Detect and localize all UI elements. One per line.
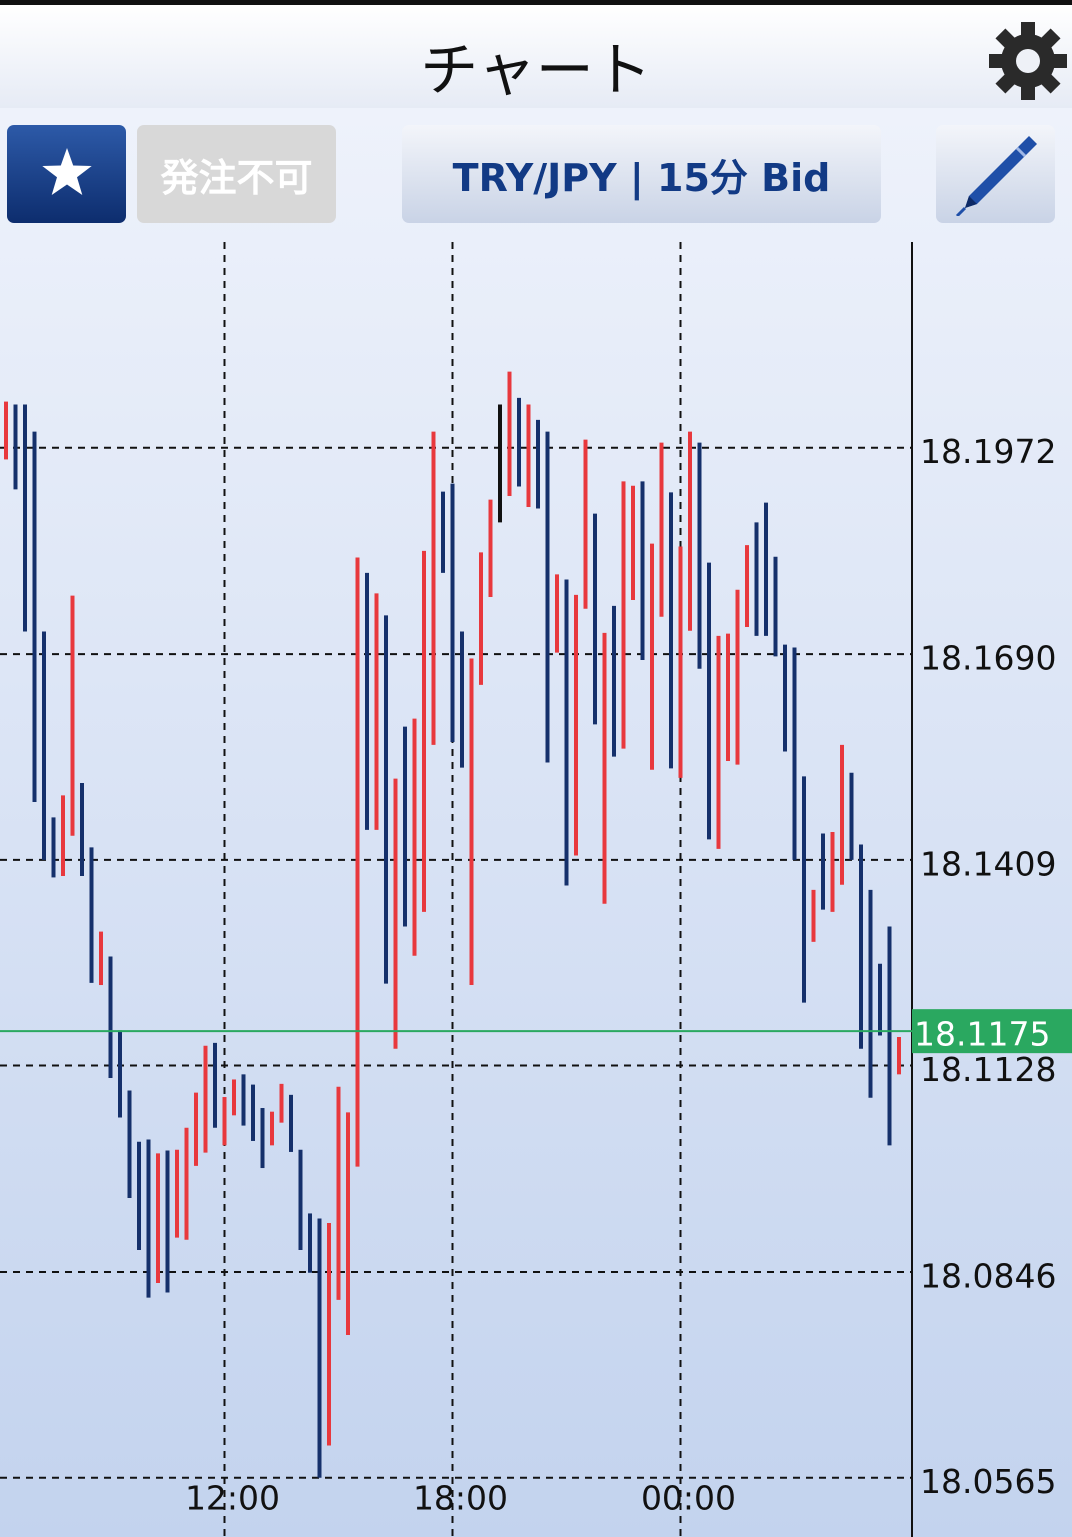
- y-tick-label: 18.1690: [920, 639, 1056, 678]
- y-tick-label: 18.1409: [920, 844, 1056, 883]
- favorite-button[interactable]: [7, 125, 126, 223]
- order-button[interactable]: 発注不可: [137, 125, 336, 223]
- x-tick-label: 12:00: [185, 1479, 280, 1518]
- y-tick-label: 18.1128: [920, 1050, 1056, 1089]
- y-tick-label: 18.0565: [920, 1462, 1056, 1501]
- pen-icon: [955, 136, 1037, 216]
- y-tick-label: 18.1972: [920, 432, 1056, 471]
- draw-button[interactable]: [936, 125, 1055, 223]
- y-tick-label: 18.0846: [920, 1256, 1056, 1295]
- x-tick-label: 18:00: [413, 1479, 508, 1518]
- symbol-button[interactable]: TRY/JPY | 15分 Bid: [402, 125, 881, 223]
- chart-background: [0, 108, 1072, 1537]
- current-price-label: 18.1175: [914, 1015, 1050, 1054]
- x-tick-label: 00:00: [641, 1479, 736, 1518]
- header: チャート: [0, 0, 1072, 108]
- screen-title: チャート: [420, 36, 652, 104]
- current-price-box: [912, 1009, 1072, 1054]
- settings-icon[interactable]: [988, 21, 1068, 101]
- star-icon: [41, 148, 92, 195]
